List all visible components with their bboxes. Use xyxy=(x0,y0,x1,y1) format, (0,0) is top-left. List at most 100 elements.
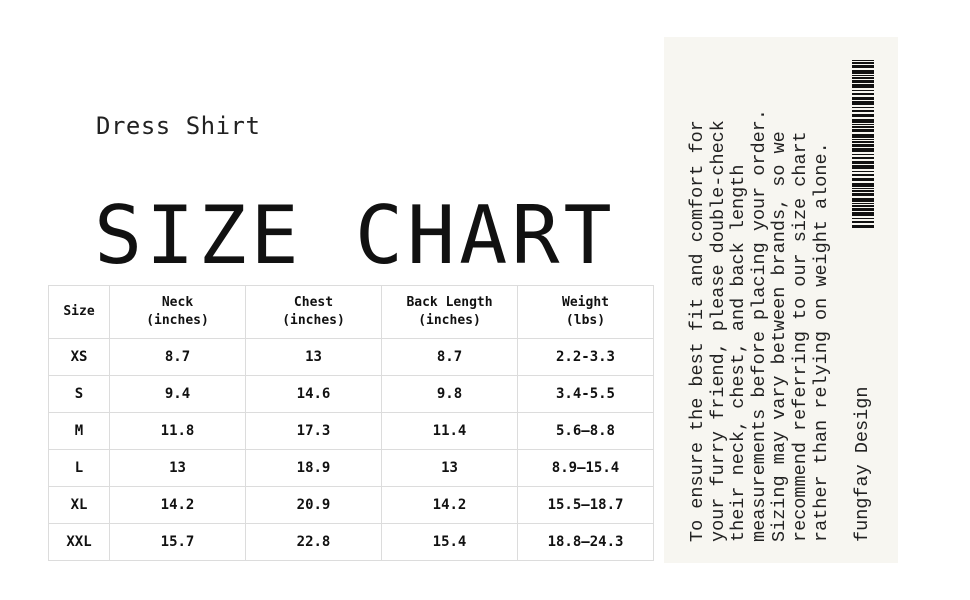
barcode-bar xyxy=(852,208,874,211)
barcode-icon xyxy=(852,60,874,232)
table-cell: 15.4 xyxy=(381,523,518,561)
table-cell: 14.2 xyxy=(109,486,246,524)
table-cell: 8.7 xyxy=(109,338,246,376)
column-header-text: (inches) xyxy=(146,313,209,328)
column-header: Chest (inches) xyxy=(245,285,382,339)
table-cell: 8.7 xyxy=(381,338,518,376)
table-cell: 17.3 xyxy=(245,412,382,450)
barcode-bar xyxy=(852,62,874,64)
table-cell: 11.4 xyxy=(381,412,518,450)
barcode-bar xyxy=(852,178,874,181)
barcode-bar xyxy=(852,84,874,88)
column-header: Weight (lbs) xyxy=(517,285,654,339)
column-header-text: (inches) xyxy=(418,313,481,328)
barcode-bar xyxy=(852,218,874,219)
brand-name: fungfay Design xyxy=(852,386,873,542)
barcode-bar xyxy=(852,225,874,228)
note-line: To ensure the best fit and comfort for xyxy=(687,120,708,542)
table-cell: M xyxy=(48,412,110,450)
barcode-bar xyxy=(852,198,874,202)
barcode-bar xyxy=(852,75,874,76)
table-cell: 13 xyxy=(381,449,518,487)
barcode-bar xyxy=(852,148,874,152)
column-header: Back Length (inches) xyxy=(381,285,518,339)
barcode-bar xyxy=(852,171,874,172)
barcode-bar xyxy=(852,205,874,207)
barcode-bar xyxy=(852,80,874,83)
note-line: rather than relying on weight alone. xyxy=(810,142,832,542)
table-row: XS 8.7 13 8.7 2.2-3.3 xyxy=(48,338,654,376)
barcode-bar xyxy=(852,144,874,147)
barcode-bar xyxy=(852,101,874,105)
table-cell: 14.2 xyxy=(381,486,518,524)
size-table: Size Neck (inches) Chest (inches) Back Length… xyxy=(48,285,654,561)
barcode-bar xyxy=(852,141,874,143)
barcode-bar xyxy=(852,212,874,216)
table-row: XXL 15.7 22.8 15.4 18.8–24.3 xyxy=(48,523,654,561)
barcode-bar xyxy=(852,157,874,159)
table-cell: 20.9 xyxy=(245,486,382,524)
table-header-row: Size Neck (inches) Chest (inches) Back Length… xyxy=(48,285,654,339)
barcode-bar xyxy=(852,154,874,155)
table-row: S 9.4 14.6 9.8 3.4-5.5 xyxy=(48,375,654,413)
table-cell: S xyxy=(48,375,110,413)
barcode-bar xyxy=(852,188,874,189)
table-row: M 11.8 17.3 11.4 5.6–8.8 xyxy=(48,412,654,450)
sizing-note: To ensure the best fit and comfort for yo… xyxy=(687,72,832,542)
barcode-bar xyxy=(852,97,874,100)
note-line: Sizing may vary between brands, so we xyxy=(769,131,791,542)
table-cell: XL xyxy=(48,486,110,524)
barcode-bar xyxy=(852,193,874,196)
column-header-text: Weight xyxy=(562,295,609,310)
barcode-bar xyxy=(852,126,874,128)
table-cell: 22.8 xyxy=(245,523,382,561)
table-cell: 13 xyxy=(245,338,382,376)
table-row: L 13 18.9 13 8.9–15.4 xyxy=(48,449,654,487)
barcode-bar xyxy=(852,124,874,125)
table-cell: 11.8 xyxy=(109,412,246,450)
table-cell: 3.4-5.5 xyxy=(517,375,654,413)
column-header-text: Size xyxy=(63,304,95,319)
barcode-bar xyxy=(852,60,874,61)
barcode-bar xyxy=(852,203,874,204)
page-title: SIZE CHART xyxy=(94,189,616,282)
table-cell: 8.9–15.4 xyxy=(517,449,654,487)
table-cell: XXL xyxy=(48,523,110,561)
table-cell: 15.7 xyxy=(109,523,246,561)
barcode-bar xyxy=(852,114,874,117)
table-row: XL 14.2 20.9 14.2 15.5–18.7 xyxy=(48,486,654,524)
note-line: your furry friend, please double-check xyxy=(707,120,729,542)
column-header-text: Back Length xyxy=(406,295,493,310)
barcode-bar xyxy=(852,90,874,91)
column-header-text: Chest xyxy=(293,295,334,310)
barcode-bar xyxy=(852,165,874,169)
column-header: Size xyxy=(48,285,110,339)
barcode-bar xyxy=(852,221,874,223)
barcode-bar xyxy=(852,77,874,79)
barcode-bar xyxy=(852,119,874,123)
barcode-bar xyxy=(852,161,874,164)
barcode-bar xyxy=(852,129,874,132)
table-cell: 13 xyxy=(109,449,246,487)
column-header-text: (lbs) xyxy=(565,313,606,328)
product-subtitle: Dress Shirt xyxy=(96,112,261,140)
table-cell: 2.2-3.3 xyxy=(517,338,654,376)
note-line: measurements before placing your order. xyxy=(748,109,770,542)
barcode-bar xyxy=(852,134,874,138)
table-cell: 18.9 xyxy=(245,449,382,487)
column-header-text: Neck xyxy=(161,295,194,310)
note-line: recommend referring to our size chart xyxy=(789,131,811,542)
barcode-bar xyxy=(852,107,874,108)
barcode-bar xyxy=(852,93,874,95)
barcode-bar xyxy=(852,139,874,140)
barcode-bar xyxy=(852,190,874,192)
column-header: Neck (inches) xyxy=(109,285,246,339)
note-line: their neck, chest, and back length xyxy=(728,164,750,542)
table-cell: 9.4 xyxy=(109,375,246,413)
table-cell: 14.6 xyxy=(245,375,382,413)
table-cell: XS xyxy=(48,338,110,376)
table-cell: 9.8 xyxy=(381,375,518,413)
barcode-bar xyxy=(852,174,874,176)
barcode-bar xyxy=(852,70,874,74)
barcode-bar xyxy=(852,183,874,187)
